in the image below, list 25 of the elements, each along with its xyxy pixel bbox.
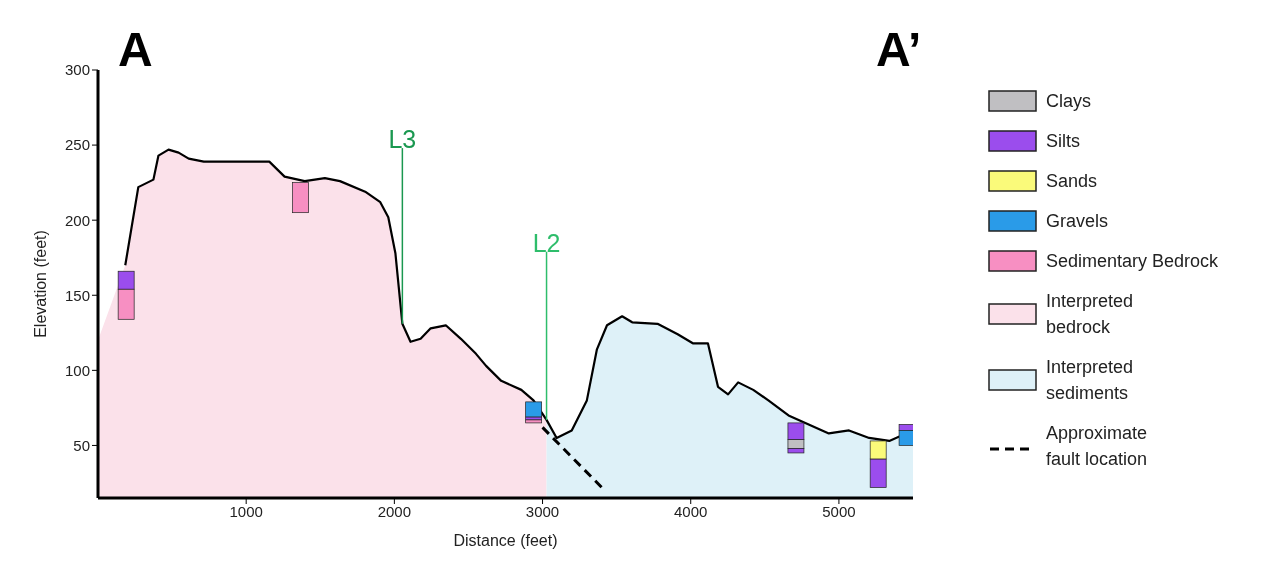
legend-label: Interpreted bedrock <box>1046 290 1135 339</box>
x-tick-label: 1000 <box>229 502 263 520</box>
series-label: L2 <box>532 228 561 257</box>
y-tick-label: 200 <box>64 211 90 229</box>
legend-label: Approximate fault location <box>1046 422 1149 471</box>
legend-label: Silts <box>1046 130 1081 153</box>
x-axis-title: Distance (feet) <box>453 532 558 549</box>
legend-label: Sands <box>1046 170 1098 193</box>
x-tick-label: 3000 <box>525 502 560 520</box>
y-tick-label: 150 <box>64 286 90 304</box>
legend-label: Interpreted sediments <box>1046 356 1135 405</box>
x-tick-label: 5000 <box>822 502 856 520</box>
series-label: L3 <box>388 125 417 154</box>
x-tick-label: 2000 <box>377 502 412 520</box>
y-tick-label: 300 <box>64 61 90 79</box>
annotation: A <box>118 22 153 77</box>
y-tick-label: 100 <box>64 361 90 379</box>
y-axis-title: Elevation (feet) <box>31 230 49 338</box>
y-tick-label: 50 <box>73 436 90 454</box>
x-tick-label: 4000 <box>674 502 708 520</box>
y-tick-label: 250 <box>64 136 90 154</box>
legend-label: Clays <box>1046 90 1092 113</box>
annotation: A’ <box>876 22 922 77</box>
legend-label: Sedimentary Bedrock <box>1046 250 1219 273</box>
legend-label: Gravels <box>1046 210 1109 233</box>
